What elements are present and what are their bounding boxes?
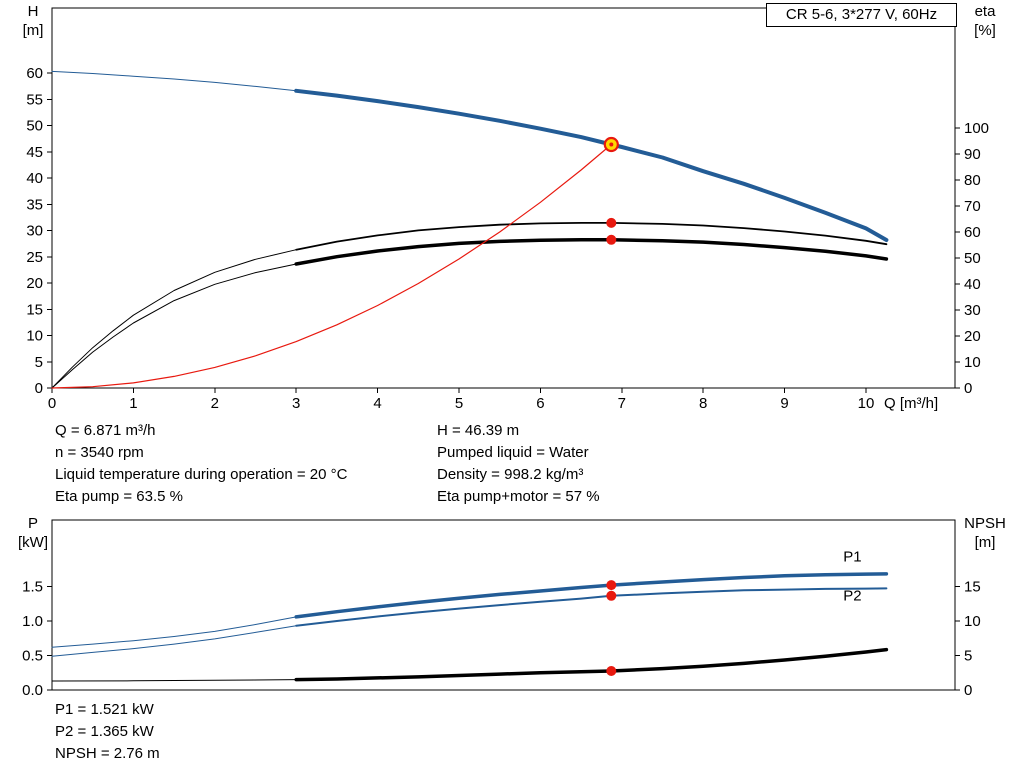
right-axis-tick-label: 50 xyxy=(964,250,981,267)
duty-value-dot xyxy=(606,590,617,601)
series-eta-pump-curve xyxy=(295,222,888,251)
power-readout-column: P1 = 1.521 kW P2 = 1.365 kW NPSH = 2.76 … xyxy=(55,699,160,765)
x-axis-tick-label: 9 xyxy=(780,395,788,412)
right-axis-tick-label: 10 xyxy=(964,354,981,371)
series-head-curve xyxy=(294,88,889,242)
qh-eta-chart: 0510152025303540455055600102030405060708… xyxy=(23,3,997,412)
series-npsh-curve xyxy=(51,679,297,682)
left-axis-tick-label: 60 xyxy=(26,65,43,82)
left-axis-tick-label: 0.5 xyxy=(22,648,43,665)
right-axis-tick-label: 60 xyxy=(964,224,981,241)
series-p1-curve xyxy=(51,616,297,648)
series-head-curve xyxy=(51,70,297,92)
left-axis-tick-label: 40 xyxy=(26,170,43,187)
left-axis-tick-label: 35 xyxy=(26,196,43,213)
left-axis-tick-label: 5 xyxy=(35,354,43,371)
right-axis-title: [%] xyxy=(974,22,996,39)
series-p2-curve xyxy=(295,587,888,627)
left-axis-tick-label: 20 xyxy=(26,275,43,292)
left-axis-tick-label: 1.0 xyxy=(22,613,43,630)
right-axis-title: [m] xyxy=(975,534,996,551)
x-axis-tick-label: 1 xyxy=(129,395,137,412)
power-npsh-chart: 0.0 0.5 1.0 1.5 0 5 10 15 P [kW] NPSH [m] P1 P2 xyxy=(18,515,1006,699)
duty-value-dot xyxy=(606,234,617,245)
series-eta-pump-curve xyxy=(51,249,297,389)
eta-pump-readout: Eta pump = 63.5 % xyxy=(55,488,183,505)
left-axis-tick-label: 0.0 xyxy=(22,682,43,699)
series-npsh-curve xyxy=(294,647,889,682)
series-eta-pump-motor-curve xyxy=(294,238,889,266)
p2-readout: P2 = 1.365 kW xyxy=(55,723,154,740)
duty-value-dot xyxy=(606,666,617,676)
right-axis-tick-label: 80 xyxy=(964,172,981,189)
duty-readout-right-column: H = 46.39 m Pumped liquid = Water Densit… xyxy=(437,420,600,508)
right-axis-title: NPSH xyxy=(964,515,1006,532)
npsh-readout: NPSH = 2.76 m xyxy=(55,745,160,762)
eta-pump-motor-readout: Eta pump+motor = 57 % xyxy=(437,488,600,505)
left-axis-tick-label: 45 xyxy=(26,144,43,161)
left-axis-tick-label: 10 xyxy=(26,328,43,345)
curve-label-p2: P2 xyxy=(843,587,861,604)
left-axis-tick-label: 55 xyxy=(26,91,43,108)
x-axis-tick-label: 6 xyxy=(536,395,544,412)
x-axis-tick-label: 3 xyxy=(292,395,300,412)
series-system-curve xyxy=(51,143,612,389)
right-axis-tick-label: 100 xyxy=(964,120,989,137)
right-axis-tick-label: 90 xyxy=(964,146,981,163)
plot-frame xyxy=(51,519,956,691)
pumped-liquid-readout: Pumped liquid = Water xyxy=(437,444,589,461)
left-axis-tick-label: 15 xyxy=(26,301,43,318)
x-axis-tick-label: 10 xyxy=(858,395,875,412)
left-axis-tick-label: 30 xyxy=(26,223,43,240)
density-readout: Density = 998.2 kg/m³ xyxy=(437,466,584,483)
p1-readout: P1 = 1.521 kW xyxy=(55,701,154,718)
right-axis-tick-label: 0 xyxy=(964,380,972,397)
right-axis-tick-label: 0 xyxy=(964,682,972,699)
x-axis-tick-label: 0 xyxy=(48,395,56,412)
pump-model-badge: CR 5-6, 3*277 V, 60Hz xyxy=(766,3,957,27)
x-axis-tick-label: 8 xyxy=(699,395,707,412)
right-axis-tick-label: 5 xyxy=(964,648,972,665)
x-axis-tick-label: 5 xyxy=(455,395,463,412)
duty-value-dot xyxy=(606,580,617,591)
left-axis-title: [m] xyxy=(23,22,44,39)
right-axis-tick-label: 20 xyxy=(964,328,981,345)
speed-readout: n = 3540 rpm xyxy=(55,444,144,461)
left-axis-title: P xyxy=(28,515,38,532)
curve-label-p1: P1 xyxy=(843,549,861,566)
x-axis-tick-label: 4 xyxy=(373,395,381,412)
right-axis-tick-label: 15 xyxy=(964,579,981,596)
x-axis-tick-label: 7 xyxy=(618,395,626,412)
series-p2-curve xyxy=(51,625,297,657)
head-readout: H = 46.39 m xyxy=(437,422,520,439)
left-axis-title: [kW] xyxy=(18,534,48,551)
duty-point-center xyxy=(609,142,614,147)
x-axis-tick-label: 2 xyxy=(211,395,219,412)
right-axis-title: eta xyxy=(975,3,997,20)
left-axis-title: H xyxy=(28,3,39,20)
right-axis-tick-label: 30 xyxy=(964,302,981,319)
duty-readout-left-column: Q = 6.871 m³/h n = 3540 rpm Liquid tempe… xyxy=(55,420,347,508)
right-axis-tick-label: 40 xyxy=(964,276,981,293)
right-axis-tick-label: 10 xyxy=(964,613,981,630)
series-p1-curve xyxy=(294,572,889,619)
left-axis-tick-label: 1.5 xyxy=(22,579,43,596)
duty-value-dot xyxy=(606,217,617,228)
left-axis-tick-label: 0 xyxy=(35,380,43,397)
flow-readout: Q = 6.871 m³/h xyxy=(55,422,156,439)
left-axis-tick-label: 50 xyxy=(26,118,43,135)
left-axis-tick-label: 25 xyxy=(26,249,43,266)
series-eta-pump-motor-curve xyxy=(51,263,297,389)
right-axis-tick-label: 70 xyxy=(964,198,981,215)
x-axis-title: Q [m³/h] xyxy=(884,395,938,412)
plot-frame xyxy=(51,7,956,389)
liquid-temperature-readout: Liquid temperature during operation = 20… xyxy=(55,466,348,483)
